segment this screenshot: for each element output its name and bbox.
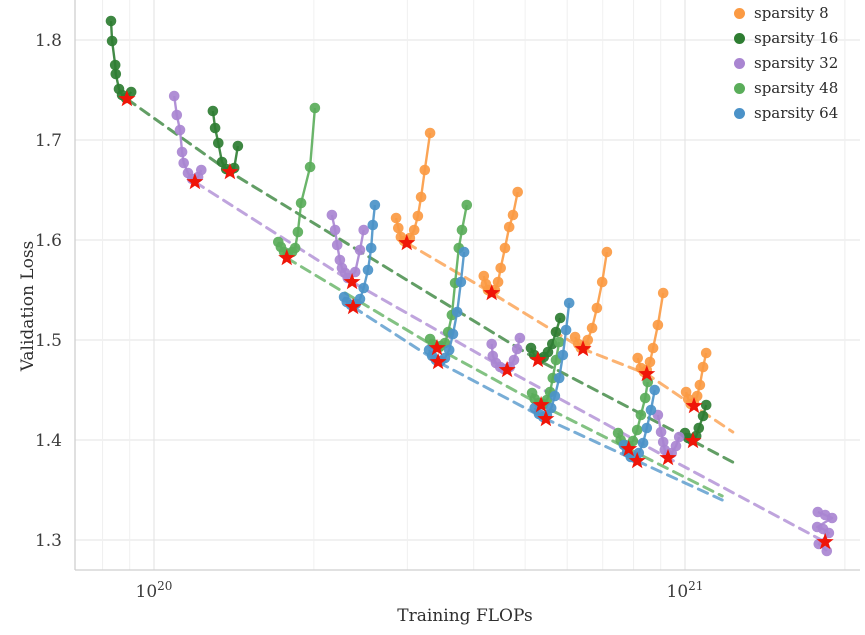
optimum-star [537, 410, 555, 427]
legend-entry-sparsity-16: sparsity 16 [726, 27, 838, 49]
data-points [105, 15, 838, 557]
svg-text:1.7: 1.7 [35, 131, 62, 151]
y-axis-title: Validation Loss [18, 240, 38, 372]
legend-entry-sparsity-32: sparsity 32 [726, 52, 838, 74]
trend-line-sparsity-8 [405, 241, 735, 434]
svg-text:1.6: 1.6 [35, 231, 62, 251]
legend-label: sparsity 8 [754, 4, 829, 22]
optimum-star [429, 353, 447, 370]
optimum-star [574, 340, 592, 357]
optimum-star [684, 432, 702, 449]
optimum-star [529, 351, 547, 368]
optimum-star [628, 452, 646, 469]
optimum-star [428, 339, 446, 356]
legend-entry-sparsity-8: sparsity 8 [726, 2, 838, 24]
legend: sparsity 8 sparsity 16 sparsity 32 sparsity… [726, 2, 838, 124]
optimum-star [498, 361, 516, 378]
x-axis-title: Training FLOPs [397, 606, 533, 626]
legend-marker-icon [734, 82, 745, 94]
legend-marker-icon [734, 107, 745, 119]
svg-text:1.4: 1.4 [35, 431, 62, 451]
optimum-star [344, 298, 362, 315]
optimum-star [638, 365, 656, 382]
legend-marker-icon [734, 57, 745, 69]
optimum-star [398, 234, 416, 251]
tick-labels: 1.3 1.4 1.5 1.6 1.7 1.8 1020 1021 [35, 31, 704, 602]
optimum-star [659, 449, 677, 466]
optimum-star [278, 249, 296, 266]
optimum-star [343, 273, 361, 290]
trend-line-sparsity-48 [285, 256, 724, 498]
optimum-star [221, 163, 239, 180]
optimum-star [620, 440, 638, 457]
svg-text:1021: 1021 [667, 579, 704, 602]
legend-marker-icon [734, 32, 745, 44]
optimum-star [186, 173, 204, 190]
grid-layer [75, 0, 860, 570]
optimum-star [816, 533, 834, 550]
legend-label: sparsity 16 [754, 29, 839, 47]
legend-label: sparsity 64 [754, 104, 839, 122]
svg-text:1020: 1020 [136, 579, 173, 602]
optimum-star [532, 396, 550, 413]
optimum-star [685, 397, 703, 414]
legend-label: sparsity 48 [754, 79, 839, 97]
svg-text:1.5: 1.5 [35, 331, 62, 351]
optimum-star [483, 284, 501, 301]
svg-text:1.8: 1.8 [35, 31, 62, 51]
legend-entry-sparsity-64: sparsity 64 [726, 102, 838, 124]
optimum-stars [118, 90, 834, 550]
optimum-star [118, 90, 136, 107]
legend-marker-icon [734, 7, 745, 19]
legend-entry-sparsity-48: sparsity 48 [726, 77, 838, 99]
svg-text:1.3: 1.3 [35, 531, 62, 551]
legend-label: sparsity 32 [754, 54, 839, 72]
axes-spines [74, 0, 860, 571]
